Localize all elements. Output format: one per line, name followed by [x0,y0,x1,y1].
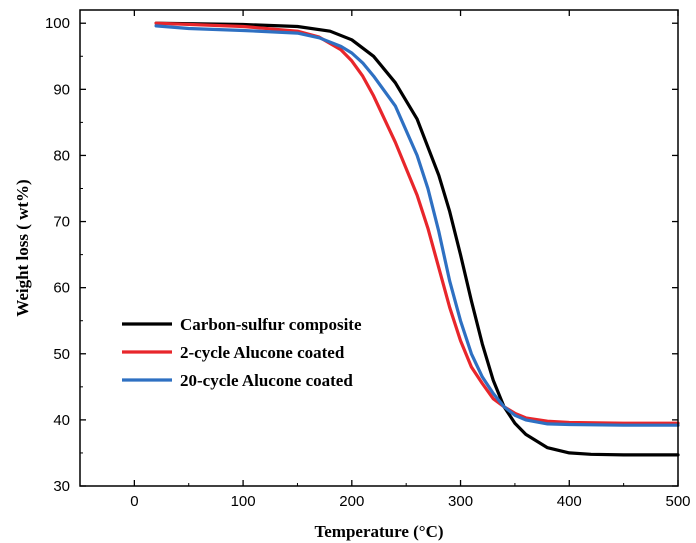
y-tick-label: 40 [53,412,70,429]
plot-background [80,10,678,486]
legend-label-1: Carbon-sulfur composite [180,315,362,334]
x-tick-label: 400 [557,493,582,510]
series-line-3 [154,24,680,427]
x-tick-label: 0 [130,493,138,510]
y-tick-label: 50 [53,346,70,363]
x-tick-label: 100 [231,493,256,510]
x-tick-label: 300 [448,493,473,510]
y-tick-label: 90 [53,81,70,98]
y-tick-label: 80 [53,147,70,164]
series-layer [154,21,680,457]
y-tick-label: 30 [53,478,70,495]
y-tick-label: 60 [53,280,70,297]
x-tick-label: 200 [339,493,364,510]
series-line-2 [154,21,680,425]
plot-area [80,10,678,486]
plot-frame [79,9,679,487]
y-tick-label: 70 [53,214,70,231]
y-tick-label: 100 [45,15,70,32]
y-axis-title: Weight loss ( wt%) [13,179,32,316]
axes-layer: 0 100 200 300 400 500 30 40 50 60 70 80 90 100 [45,9,691,510]
x-axis-title: Temperature (°C) [314,522,443,541]
x-tick-label: 500 [665,493,690,510]
legend: Carbon-sulfur composite 2-cycle Alucone c… [122,315,362,390]
legend-label-3: 20-cycle Alucone coated [180,371,353,390]
series-line-1 [154,21,680,457]
legend-label-2: 2-cycle Alucone coated [180,343,345,362]
